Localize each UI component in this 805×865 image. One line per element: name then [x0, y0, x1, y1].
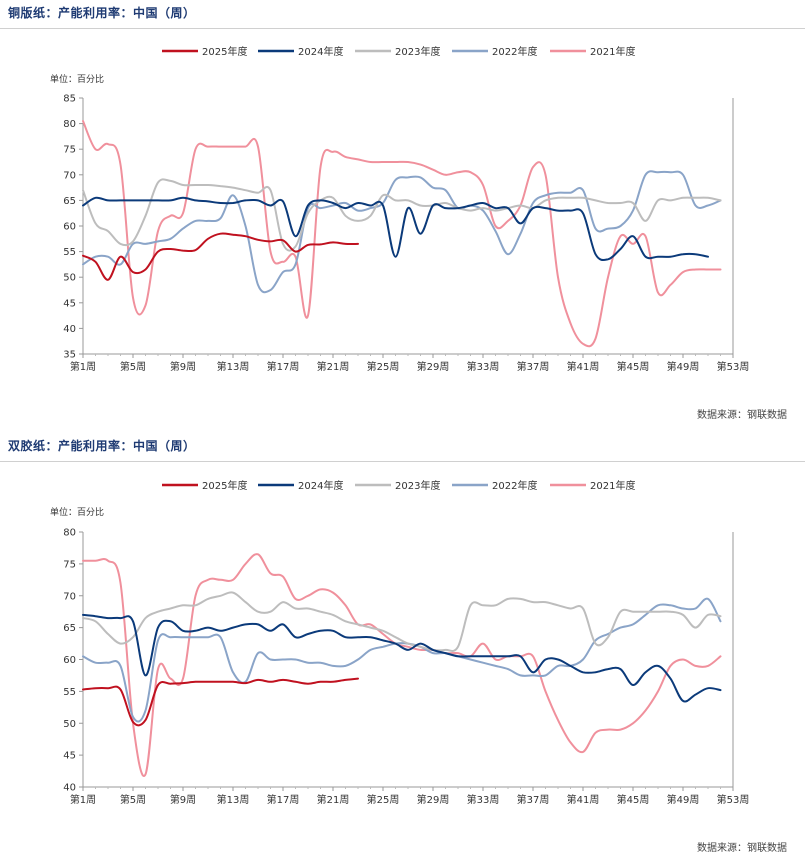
- x-tick-label: 第13周: [217, 793, 250, 806]
- series-line-2024年度: [82, 196, 709, 262]
- x-tick-label: 第17周: [267, 793, 300, 806]
- chart-title: 双胶纸：产能利用率：中国（周）: [8, 439, 196, 453]
- chart-coated-paper: 2025年度 2024年度 2023年度 2022年度 2021年度 35 40 45 50 55…: [63, 45, 750, 373]
- x-tick-label: 第33周: [467, 360, 500, 373]
- x-tick-label: 第9周: [170, 360, 196, 373]
- x-tick-label: 第29周: [417, 360, 450, 373]
- x-tick-label: 第21周: [317, 793, 350, 806]
- x-tick-label: 第21周: [317, 360, 350, 373]
- legend-label: 2021年度: [590, 45, 635, 58]
- series-line-2025年度: [82, 232, 359, 281]
- chart-title: 铜版纸：产能利用率：中国（周）: [8, 6, 196, 20]
- x-tick-label: 第45周: [617, 793, 650, 806]
- y-tick-label: 65: [63, 623, 76, 634]
- x-tick-label: 第49周: [667, 793, 700, 806]
- y-tick-label: 50: [63, 719, 76, 730]
- series-line-2023年度: [82, 591, 722, 652]
- x-tick-label: 第5周: [120, 360, 146, 373]
- x-tick-label: 第9周: [170, 793, 196, 806]
- y-tick-label: 35: [63, 350, 76, 361]
- x-tick-label: 第33周: [467, 793, 500, 806]
- x-tick-label: 第29周: [417, 793, 450, 806]
- legend-label: 2023年度: [395, 479, 440, 492]
- legend-label: 2024年度: [298, 45, 343, 58]
- legend-item: 2021年度: [550, 45, 635, 58]
- series-line-2025年度: [82, 677, 359, 727]
- series-line-2022年度: [82, 597, 722, 723]
- y-tick-label: 80: [63, 528, 76, 539]
- legend-label: 2022年度: [492, 479, 537, 492]
- series-line-2023年度: [82, 178, 722, 252]
- legend-item: 2025年度: [162, 45, 247, 58]
- x-tick-label: 第1周: [70, 793, 96, 806]
- divider: [0, 461, 805, 462]
- series-line-2021年度: [82, 120, 722, 348]
- x-tick-label: 第13周: [217, 360, 250, 373]
- legend-item: 2022年度: [452, 479, 537, 492]
- divider: [0, 28, 805, 29]
- x-tick-label: 第5周: [120, 793, 146, 806]
- x-tick-label: 第17周: [267, 360, 300, 373]
- y-tick-label: 60: [63, 655, 76, 666]
- y-tick-label: 80: [63, 119, 76, 130]
- y-tick-label: 55: [63, 687, 76, 698]
- y-tick-label: 70: [63, 591, 76, 602]
- x-tick-label: 第41周: [567, 360, 600, 373]
- legend-label: 2025年度: [202, 479, 247, 492]
- legend-item: 2022年度: [452, 45, 537, 58]
- legend-item: 2024年度: [258, 45, 343, 58]
- legend-item: 2023年度: [355, 479, 440, 492]
- y-tick-label: 75: [63, 559, 76, 570]
- y-tick-label: 75: [63, 145, 76, 156]
- y-tick-label: 70: [63, 170, 76, 181]
- legend-label: 2022年度: [492, 45, 537, 58]
- x-tick-label: 第37周: [517, 793, 550, 806]
- unit-label: 单位：百分比: [50, 75, 105, 85]
- x-tick-label: 第53周: [717, 793, 750, 806]
- legend-label: 2021年度: [590, 479, 635, 492]
- series-line-2022年度: [82, 170, 722, 294]
- series-line-2021年度: [82, 553, 722, 777]
- chart-offset-paper: 2025年度 2024年度 2023年度 2022年度 2021年度 40 45 50 55 60…: [63, 479, 750, 806]
- y-tick-label: 45: [63, 751, 76, 762]
- y-tick-label: 65: [63, 196, 76, 207]
- x-tick-label: 第49周: [667, 360, 700, 373]
- legend-item: 2025年度: [162, 479, 247, 492]
- legend-label: 2025年度: [202, 45, 247, 58]
- series-line-2024年度: [82, 613, 722, 703]
- source-label: 数据来源：钢联数据: [697, 410, 787, 421]
- x-tick-label: 第53周: [717, 360, 750, 373]
- y-tick-label: 85: [63, 94, 76, 105]
- legend-label: 2023年度: [395, 45, 440, 58]
- unit-label: 单位：百分比: [50, 508, 105, 518]
- y-tick-label: 45: [63, 298, 76, 309]
- source-label: 数据来源：钢联数据: [697, 843, 787, 854]
- legend-item: 2023年度: [355, 45, 440, 58]
- x-tick-label: 第25周: [367, 793, 400, 806]
- x-tick-label: 第45周: [617, 360, 650, 373]
- y-tick-label: 50: [63, 273, 76, 284]
- legend-label: 2024年度: [298, 479, 343, 492]
- chart-panel-coated-paper: 铜版纸：产能利用率：中国（周） 2025年度 2024年度 2023年度 2022年度…: [0, 0, 805, 432]
- y-tick-label: 55: [63, 247, 76, 258]
- x-tick-label: 第41周: [567, 793, 600, 806]
- legend-item: 2021年度: [550, 479, 635, 492]
- x-tick-label: 第25周: [367, 360, 400, 373]
- y-tick-label: 40: [63, 324, 76, 335]
- y-tick-label: 60: [63, 222, 76, 233]
- legend-item: 2024年度: [258, 479, 343, 492]
- x-tick-label: 第37周: [517, 360, 550, 373]
- y-tick-label: 40: [63, 783, 76, 794]
- x-tick-label: 第1周: [70, 360, 96, 373]
- chart-panel-offset-paper: 双胶纸：产能利用率：中国（周） 2025年度 2024年度 2023年度 2022年度…: [0, 433, 805, 865]
